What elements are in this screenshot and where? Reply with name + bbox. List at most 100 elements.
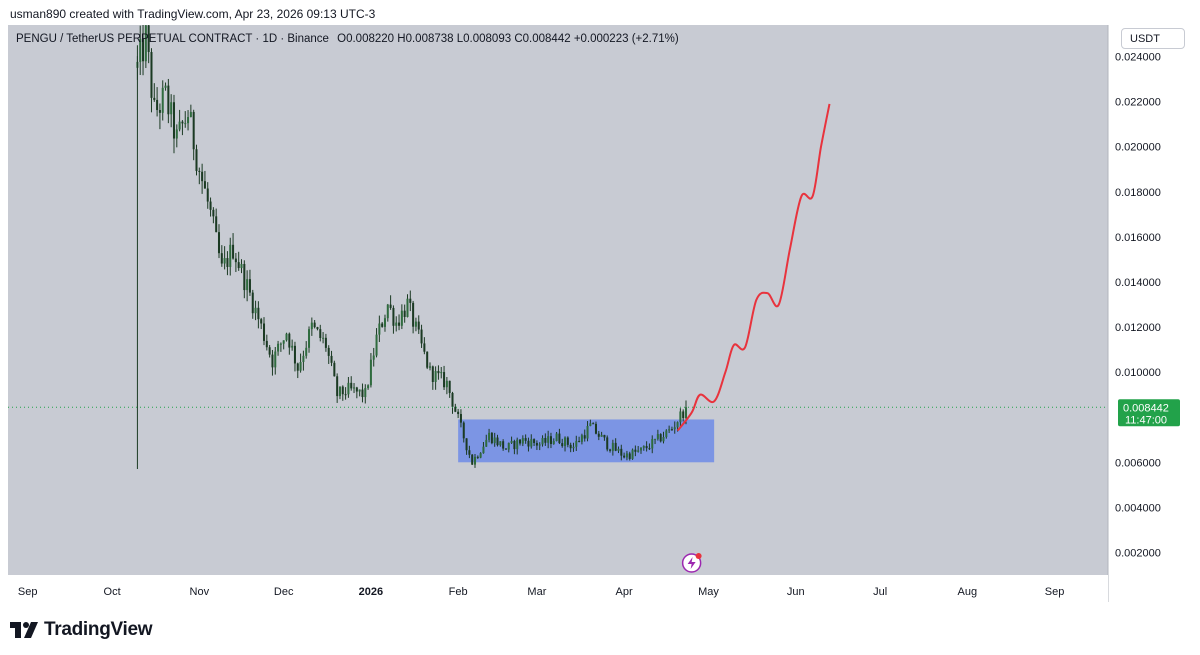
candle-bear bbox=[217, 232, 221, 254]
x-tick-label: 2026 bbox=[359, 586, 383, 598]
high-label: H bbox=[397, 33, 406, 45]
candle-bear bbox=[355, 387, 358, 392]
candle-bear bbox=[549, 436, 552, 445]
candle-bull bbox=[493, 437, 496, 444]
chart-area[interactable]: 0.024000 0.022000 0.020000 0.018000 0.016000… bbox=[8, 25, 1193, 602]
candle-bull bbox=[322, 337, 325, 339]
candle-bear bbox=[319, 329, 322, 338]
candle-bull bbox=[308, 329, 311, 348]
y-tick-label: 0.018000 bbox=[1115, 187, 1161, 199]
candle-bull bbox=[564, 437, 567, 447]
y-tick-label: 0.012000 bbox=[1115, 322, 1161, 334]
candle-bull bbox=[189, 111, 192, 118]
low-value: 0.008093 bbox=[463, 33, 512, 45]
candle-bull bbox=[386, 304, 389, 319]
candle-bear bbox=[398, 322, 401, 326]
candle-bull bbox=[676, 422, 679, 428]
candle-bull bbox=[277, 343, 280, 352]
candle-bear bbox=[288, 333, 291, 348]
candle-bear bbox=[426, 351, 429, 368]
candle-bull bbox=[631, 449, 634, 459]
candle-bear bbox=[206, 188, 209, 202]
price-label-price: 0.008442 bbox=[1123, 402, 1169, 414]
candle-bull bbox=[364, 388, 367, 398]
candle-bull bbox=[358, 389, 361, 392]
candle-bull bbox=[254, 307, 257, 314]
y-tick-label: 0.002000 bbox=[1115, 547, 1161, 559]
x-tick-label: Oct bbox=[104, 586, 121, 598]
candle-bear bbox=[566, 437, 569, 445]
candle-bull bbox=[375, 334, 378, 356]
candle-bear bbox=[476, 456, 479, 458]
candle-bear bbox=[431, 366, 434, 382]
candle-bear bbox=[257, 307, 260, 320]
candle-bear bbox=[459, 414, 462, 423]
x-tick-label: Dec bbox=[274, 586, 294, 598]
candle-bull bbox=[305, 347, 308, 356]
candle-bull bbox=[347, 382, 350, 395]
candle-bull bbox=[139, 38, 142, 62]
candle-bear bbox=[412, 302, 415, 327]
candle-bear bbox=[451, 392, 454, 407]
candle-bull bbox=[367, 385, 370, 389]
candle-bear bbox=[496, 437, 499, 446]
candle-bear bbox=[344, 394, 347, 396]
candle-bear bbox=[313, 322, 316, 328]
candle-bull bbox=[291, 345, 294, 348]
y-tick-label: 0.020000 bbox=[1115, 142, 1161, 154]
candle-bear bbox=[262, 323, 266, 341]
candle-bull bbox=[223, 258, 226, 264]
projection-layer bbox=[676, 103, 831, 432]
candle-bear bbox=[142, 38, 145, 62]
candle-bear bbox=[341, 386, 344, 395]
x-tick-label: Sep bbox=[1045, 586, 1065, 598]
candle-bull bbox=[434, 371, 437, 382]
candle-bull bbox=[586, 425, 589, 439]
candle-bear bbox=[327, 347, 330, 356]
candle-bear bbox=[226, 258, 229, 267]
candle-bear bbox=[471, 454, 474, 465]
candle-bull bbox=[575, 440, 578, 447]
lightning-icon[interactable] bbox=[681, 553, 702, 573]
candle-bear bbox=[403, 310, 406, 317]
candle-bear bbox=[682, 411, 685, 419]
candle-bull bbox=[282, 340, 285, 344]
y-tick-label: 0.014000 bbox=[1115, 277, 1161, 289]
candle-bull bbox=[541, 437, 544, 445]
candle-bear bbox=[437, 371, 440, 374]
price-chart[interactable]: 0.024000 0.022000 0.020000 0.018000 0.016000… bbox=[8, 25, 1193, 602]
candle-bull bbox=[372, 355, 375, 360]
candle-bear bbox=[201, 171, 204, 182]
candle-bull bbox=[395, 322, 398, 326]
footer-logo[interactable]: TradingView bbox=[10, 619, 153, 641]
x-tick-label: Mar bbox=[527, 586, 546, 598]
candle-bear bbox=[443, 372, 446, 388]
candle-bull bbox=[274, 351, 277, 368]
x-tick-label: Jul bbox=[873, 586, 887, 598]
candle-bear bbox=[243, 263, 246, 291]
candle-bull bbox=[383, 318, 386, 327]
candle-bear bbox=[324, 337, 327, 348]
candle-bear bbox=[533, 439, 536, 443]
candle-bull bbox=[552, 441, 555, 445]
y-axis: 0.024000 0.022000 0.020000 0.018000 0.016000… bbox=[1107, 25, 1193, 602]
candle-bear bbox=[524, 438, 527, 441]
candle-bear bbox=[195, 149, 198, 171]
candle-bull bbox=[651, 439, 654, 449]
candle-bull bbox=[170, 102, 173, 115]
candle-bear bbox=[248, 279, 251, 293]
currency-button[interactable]: USDT bbox=[1121, 28, 1185, 49]
candle-bull bbox=[310, 322, 313, 330]
candle-bull bbox=[507, 442, 510, 450]
x-tick-label: Aug bbox=[958, 586, 978, 598]
candle-bear bbox=[659, 434, 662, 442]
candle-bear bbox=[381, 323, 384, 327]
candle-bull bbox=[184, 123, 187, 125]
y-tick-label: 0.024000 bbox=[1115, 52, 1161, 64]
y-tick-label: 0.006000 bbox=[1115, 457, 1161, 469]
candle-bull bbox=[164, 85, 167, 88]
candle-bear bbox=[330, 355, 333, 363]
candle-bear bbox=[457, 411, 460, 415]
header-attribution: usman890 created with TradingView.com, A… bbox=[10, 7, 376, 21]
candle-bear bbox=[609, 449, 612, 451]
